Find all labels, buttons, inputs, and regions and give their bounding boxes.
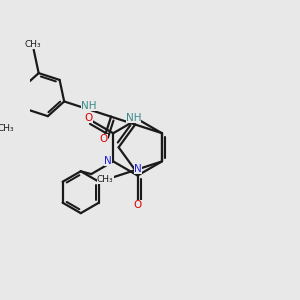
Text: O: O [100, 134, 108, 145]
Text: CH₃: CH₃ [0, 124, 14, 133]
Text: NH: NH [126, 113, 141, 123]
Text: N: N [104, 156, 112, 167]
Text: O: O [85, 113, 93, 123]
Text: CH₃: CH₃ [97, 175, 114, 184]
Text: O: O [134, 200, 142, 210]
Text: N: N [134, 164, 142, 174]
Text: NH: NH [81, 100, 97, 111]
Text: CH₃: CH₃ [24, 40, 41, 50]
